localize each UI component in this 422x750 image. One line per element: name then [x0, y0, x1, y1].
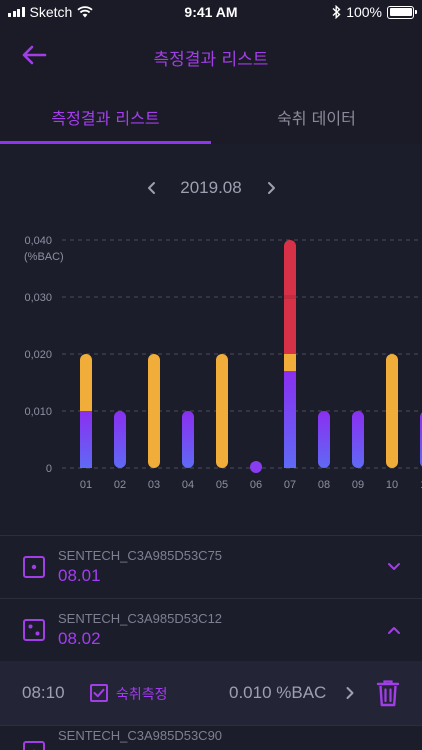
x-tick-label: 11 [420, 479, 422, 491]
x-tick-label: 10 [386, 479, 398, 491]
chevron-right-icon[interactable] [264, 178, 278, 198]
checkbox-checked-icon[interactable] [90, 684, 108, 702]
page-title: 측정결과 리스트 [153, 50, 269, 70]
dice-one-icon [23, 556, 45, 578]
bar-segment [148, 354, 160, 468]
dice-two-icon [23, 619, 45, 641]
carrier-label: Sketch [29, 4, 73, 20]
device-name: SENTECH_C3A985D53C75 [58, 548, 223, 563]
x-tick-label: 07 [284, 479, 296, 491]
device-row[interactable]: SENTECH_C3A985D53C90 [0, 725, 422, 750]
bac-bar-chart: 0 0,010 0,020 0,030 0,040 (%BAC) 01 02 03 04 05 06 0… [24, 235, 422, 491]
bar-segment [284, 354, 296, 372]
x-tick-label: 08 [318, 479, 330, 491]
status-time: 9:41 AM [184, 4, 238, 20]
record-time: 08:10 [22, 683, 65, 702]
bar-segment [318, 411, 330, 468]
x-tick-label: 06 [250, 479, 262, 491]
tab-bar: 측정결과 리스트 숙취 데이터 [0, 86, 422, 144]
y-tick-label: 0,030 [24, 292, 52, 304]
chevron-down-icon[interactable] [386, 560, 402, 574]
month-label: 2019.08 [180, 178, 242, 197]
measurement-record[interactable]: 08:10 숙취측정 0.010 %BAC [0, 661, 422, 725]
chevron-left-icon[interactable] [144, 178, 158, 198]
back-button[interactable] [18, 40, 50, 70]
record-type: 숙취측정 [116, 687, 168, 703]
y-tick-label: 0,040 [24, 235, 52, 247]
device-row-expanded[interactable]: SENTECH_C3A985D53C12 08.02 [0, 598, 422, 661]
bar-segment [182, 411, 194, 468]
x-tick-label: 04 [182, 479, 194, 491]
battery-fill [389, 8, 412, 16]
bluetooth-icon [332, 5, 341, 19]
chevron-up-icon[interactable] [386, 623, 402, 637]
x-tick-label: 09 [352, 479, 364, 491]
chevron-right-icon[interactable] [344, 685, 356, 701]
month-navigator: 2019.08 [0, 176, 422, 202]
tab-label: 측정결과 리스트 [51, 109, 160, 128]
dice-one-icon [23, 741, 45, 750]
device-name: SENTECH_C3A985D53C90 [58, 728, 223, 743]
arrow-left-icon [22, 45, 47, 65]
y-tick-label: 0,010 [24, 406, 52, 418]
tab-label: 숙취 데이터 [277, 109, 356, 128]
status-left: Sketch [8, 4, 93, 20]
app-header: 측정결과 리스트 [0, 24, 422, 86]
y-tick-label: 0 [46, 463, 52, 475]
y-tick-label: 0,020 [24, 349, 52, 361]
bar-segment-fill [80, 382, 92, 411]
x-tick-label: 03 [148, 479, 160, 491]
bar-segment [216, 354, 228, 468]
device-row[interactable]: SENTECH_C3A985D53C75 08.01 [0, 535, 422, 598]
device-name: SENTECH_C3A985D53C12 [58, 611, 223, 626]
wifi-icon [77, 6, 93, 18]
bar-segment-fill [284, 297, 296, 354]
bar-segment-shade [284, 295, 296, 299]
signal-icon [8, 7, 25, 17]
bar-segment [114, 411, 126, 468]
battery-percent: 100% [346, 4, 382, 20]
device-list: SENTECH_C3A985D53C75 08.01 SENTECH_C3A98… [0, 535, 422, 750]
zero-marker [250, 461, 262, 473]
x-tick-label: 02 [114, 479, 126, 491]
tab-indicator [0, 141, 211, 144]
tab-results-list[interactable]: 측정결과 리스트 [0, 86, 211, 144]
bar-segment [386, 354, 398, 468]
bar-segment [352, 411, 364, 468]
device-date: 08.02 [58, 629, 101, 648]
record-value: 0.010 %BAC [229, 683, 327, 702]
device-date: 08.01 [58, 566, 101, 585]
status-bar: Sketch 9:41 AM 100% [0, 0, 422, 24]
x-tick-label: 05 [216, 479, 228, 491]
trash-icon[interactable] [376, 679, 400, 707]
status-right: 100% [332, 4, 417, 20]
y-axis-label: (%BAC) [24, 251, 64, 263]
x-tick-label: 01 [80, 479, 92, 491]
battery-icon [387, 5, 417, 19]
bar-segment [80, 411, 92, 468]
bar-segment [284, 371, 296, 468]
tab-hangover-data[interactable]: 숙취 데이터 [211, 86, 422, 144]
